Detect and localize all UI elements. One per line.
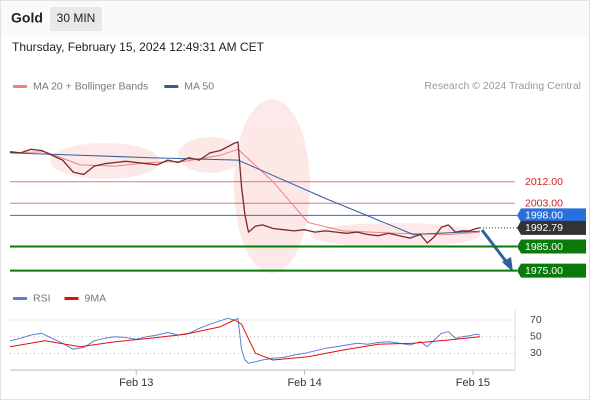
rsi-line xyxy=(9,319,480,361)
chart-title: Gold xyxy=(11,10,43,26)
level-label: 1985.00 xyxy=(525,241,563,253)
level-label: 2012.00 xyxy=(525,176,563,188)
ma-line xyxy=(9,148,480,235)
source: Research © 2024 Trading Central xyxy=(424,80,581,92)
timeframe-tab[interactable] xyxy=(50,7,102,31)
level-box xyxy=(517,263,586,278)
ma-line xyxy=(9,152,480,235)
level-label: 1975.00 xyxy=(525,265,563,277)
level-box xyxy=(517,208,586,223)
legend-label: MA 50 xyxy=(184,80,214,92)
x-tick-label: Feb 14 xyxy=(287,377,321,389)
subtitle: Thursday, February 15, 2024 12:49:31 AM … xyxy=(12,40,265,54)
x-tick-label: Feb 13 xyxy=(119,377,153,389)
level-label: 1998.00 xyxy=(525,210,563,222)
timeframe[interactable]: 30 MIN xyxy=(57,11,96,25)
forecast-arrowhead xyxy=(502,257,513,272)
rsi-tick-label: 50 xyxy=(530,330,542,342)
rsi-tick-label: 30 xyxy=(530,347,542,359)
legend-label: 9MA xyxy=(85,292,107,304)
legend-label: RSI xyxy=(33,292,51,304)
last-price-box xyxy=(517,220,586,235)
legend-swatch xyxy=(13,85,27,88)
last-price-label: 1992.79 xyxy=(525,222,563,234)
legend-swatch xyxy=(13,297,27,300)
level-box xyxy=(517,239,586,254)
legend-swatch xyxy=(64,297,79,300)
x-tick-label: Feb 15 xyxy=(456,377,490,389)
level-label: 2003.00 xyxy=(525,198,563,210)
rsi-line xyxy=(9,317,481,364)
rsi-tick-label: 70 xyxy=(530,314,542,326)
bollinger-bands xyxy=(50,99,480,273)
legend-swatch xyxy=(164,85,179,88)
legend-label: MA 20 + Bollinger Bands xyxy=(33,80,148,92)
price-line xyxy=(9,141,481,244)
